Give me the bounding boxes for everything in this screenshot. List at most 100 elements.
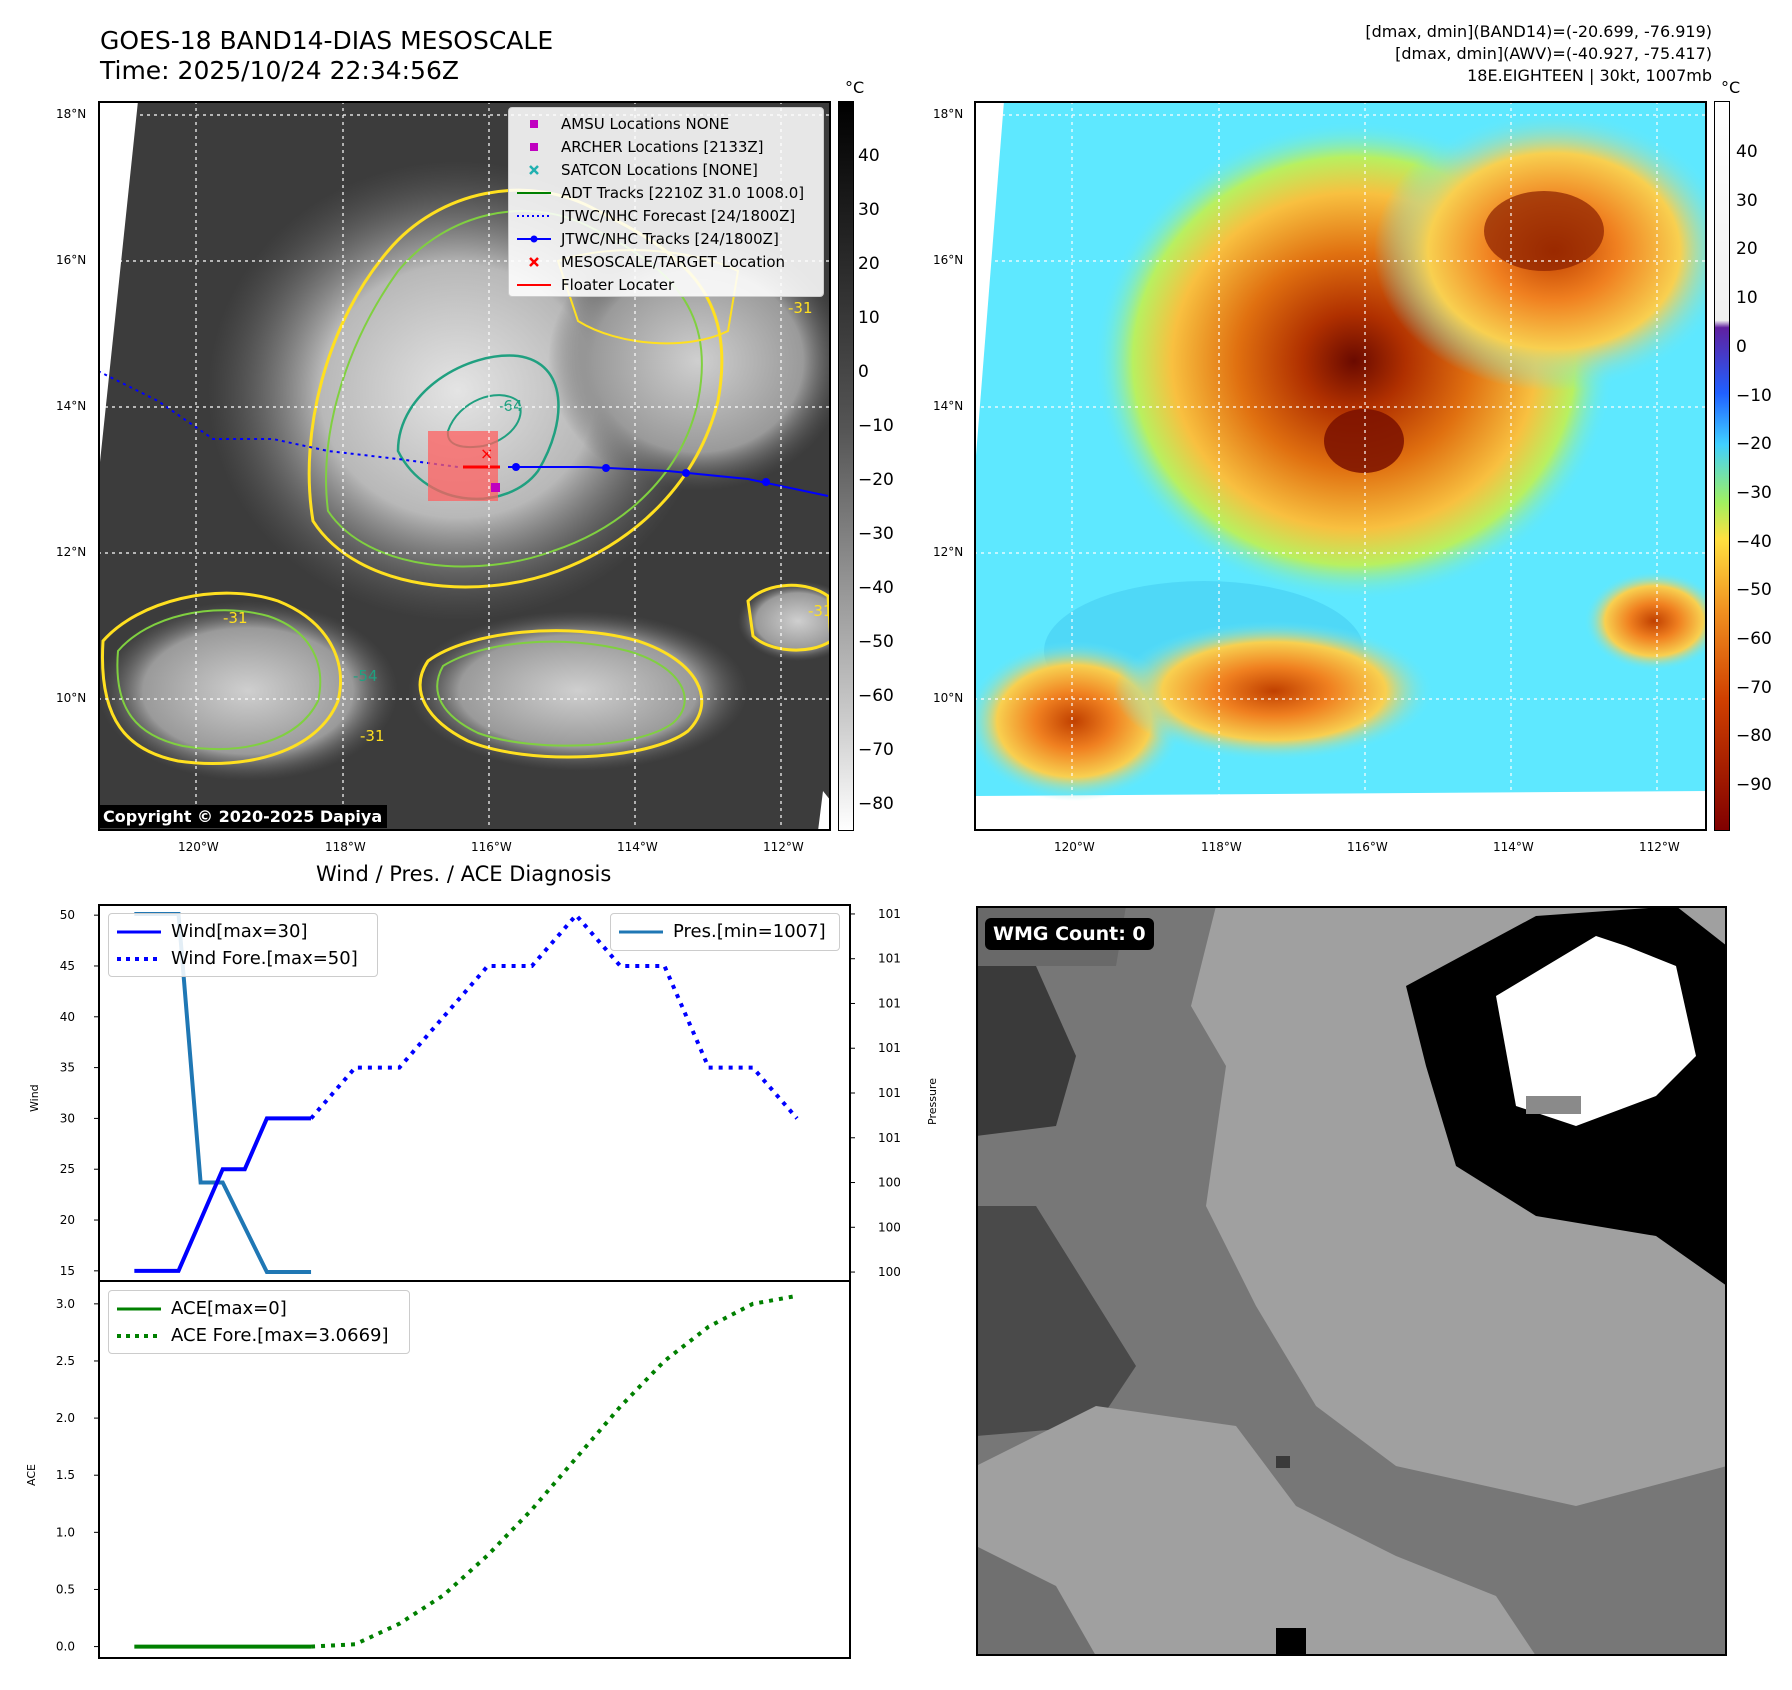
line-marker-icon	[517, 278, 551, 292]
pressure-tick-label: 1012	[878, 1041, 900, 1055]
x-marker-icon	[517, 163, 551, 177]
colorbar-tick: 40	[858, 146, 880, 166]
pressure-tick-label: 1007	[878, 1265, 900, 1279]
ir-colorbar-unit: °C	[845, 78, 865, 97]
contour-label: -31	[808, 602, 831, 620]
colorbar-tick: 10	[858, 308, 880, 328]
colorbar-tick: −50	[858, 632, 894, 652]
colorbar-tick: −80	[858, 794, 894, 814]
colorbar-tick: 30	[1736, 190, 1758, 211]
pressure-tick-label: 1013	[878, 996, 900, 1010]
legend-item-tracks: JTWC/NHC Tracks [24/1800Z]	[517, 227, 815, 250]
lon-label: 112°W	[763, 840, 804, 854]
lat-label: 14°N	[56, 399, 87, 413]
colorbar-tick: 10	[1736, 288, 1758, 309]
wmg-panel-frame	[976, 906, 1727, 1656]
legend-item-wind-forecast: Wind Fore.[max=50]	[117, 945, 369, 972]
lat-label: 16°N	[933, 253, 964, 267]
line-marker-icon	[117, 1302, 161, 1316]
lon-label: 114°W	[617, 840, 658, 854]
lat-label: 10°N	[933, 691, 964, 705]
lon-label: 120°W	[178, 840, 219, 854]
legend-item-wind: Wind[max=30]	[117, 918, 369, 945]
lat-label: 16°N	[56, 253, 87, 267]
colorbar-tick: −80	[1736, 726, 1772, 747]
wind-legend: Wind[max=30] Wind Fore.[max=50]	[108, 913, 378, 977]
contour-label: -31	[360, 727, 385, 745]
colorbar-tick: 0	[1736, 336, 1747, 357]
lon-label: 120°W	[1054, 840, 1095, 854]
pressure-tick-label: 1014	[878, 952, 900, 966]
colorbar-tick: −40	[1736, 531, 1772, 552]
lat-label: 12°N	[56, 545, 87, 559]
legend-item-amsu: AMSU Locations NONE	[517, 112, 815, 135]
pressure-axis-label: Pressure	[926, 1078, 939, 1125]
colorbar-tick: −40	[858, 578, 894, 598]
line-marker-icon	[117, 925, 161, 939]
wind-tick-label: 15	[60, 1264, 75, 1278]
lon-label: 112°W	[1639, 840, 1680, 854]
pressure-legend: Pres.[min=1007]	[610, 913, 840, 951]
ace-axis-label: ACE	[25, 1464, 38, 1486]
lat-label: 18°N	[56, 107, 87, 121]
colorbar-tick: −20	[1736, 434, 1772, 455]
figure-time: Time: 2025/10/24 22:34:56Z	[100, 56, 459, 85]
wind-tick-label: 45	[60, 959, 75, 973]
legend-item-archer: ARCHER Locations [2133Z]	[517, 135, 815, 158]
wind-tick-label: 40	[60, 1010, 75, 1024]
colorbar-tick: −70	[858, 740, 894, 760]
pressure-tick-label: 1015	[878, 907, 900, 921]
pressure-tick-label: 1008	[878, 1220, 900, 1234]
lat-label: 18°N	[933, 107, 964, 121]
ace-forecast-series-line	[310, 1293, 798, 1649]
ace-tick-label: 0.5	[56, 1582, 75, 1596]
wind-tick-label: 20	[60, 1213, 75, 1227]
colorbar-tick: 0	[858, 362, 869, 382]
pressure-tick-label: 1009	[878, 1176, 900, 1190]
awv-colorbar	[1714, 101, 1730, 831]
colorbar-tick: −70	[1736, 677, 1772, 698]
copyright-badge: Copyright © 2020-2025 Dapiya	[98, 805, 388, 828]
awv-imagery	[974, 101, 1707, 831]
ace-tick-label: 3.0	[56, 1297, 75, 1311]
colorbar-tick: 30	[858, 200, 880, 220]
lon-label: 116°W	[1347, 840, 1388, 854]
legend-item-ace: ACE[max=0]	[117, 1295, 401, 1322]
contour-label: -64	[498, 397, 523, 415]
wmg-map: WMG Count: 0	[976, 906, 1727, 1656]
awv-panel-frame	[974, 101, 1707, 831]
contour-label: -31	[223, 609, 248, 627]
dotted-line-icon	[517, 209, 551, 223]
ace-tick-label: 0.0	[56, 1640, 75, 1654]
band14-stats: [dmax, dmin](BAND14)=(-20.699, -76.919)	[1365, 22, 1712, 41]
dotted-line-icon	[117, 1329, 161, 1343]
ace-axes-frame	[98, 1280, 851, 1659]
awv-stats: [dmax, dmin](AWV)=(-40.927, -75.417)	[1395, 44, 1712, 63]
ir-colorbar	[838, 101, 854, 831]
legend-item-satcon: SATCON Locations [NONE]	[517, 158, 815, 181]
wind-axis-label: Wind	[28, 1084, 41, 1112]
legend-item-target: MESOSCALE/TARGET Location	[517, 250, 815, 273]
colorbar-tick: −30	[858, 524, 894, 544]
wind-tick-label: 30	[60, 1111, 75, 1125]
x-marker-icon	[517, 255, 551, 269]
line-marker-icon	[517, 186, 551, 200]
line-marker-icon	[619, 925, 663, 939]
colorbar-tick: −60	[1736, 629, 1772, 649]
wind-tick-label: 35	[60, 1061, 75, 1075]
diagnosis-title: Wind / Pres. / ACE Diagnosis	[316, 862, 612, 886]
legend-item-forecast: JTWC/NHC Forecast [24/1800Z]	[517, 204, 815, 227]
lat-label: 14°N	[933, 399, 964, 413]
svg-text:×: ×	[480, 444, 493, 463]
colorbar-tick: −50	[1736, 580, 1772, 601]
awv-map	[974, 101, 1707, 831]
ace-tick-label: 2.5	[56, 1354, 75, 1368]
line-dot-icon	[517, 232, 551, 246]
wmg-count-badge: WMG Count: 0	[985, 918, 1154, 950]
storm-info: 18E.EIGHTEEN | 30kt, 1007mb	[1467, 66, 1712, 85]
wind-tick-label: 25	[60, 1162, 75, 1176]
legend-item-pressure: Pres.[min=1007]	[619, 918, 831, 945]
ace-tick-label: 1.0	[56, 1525, 75, 1539]
